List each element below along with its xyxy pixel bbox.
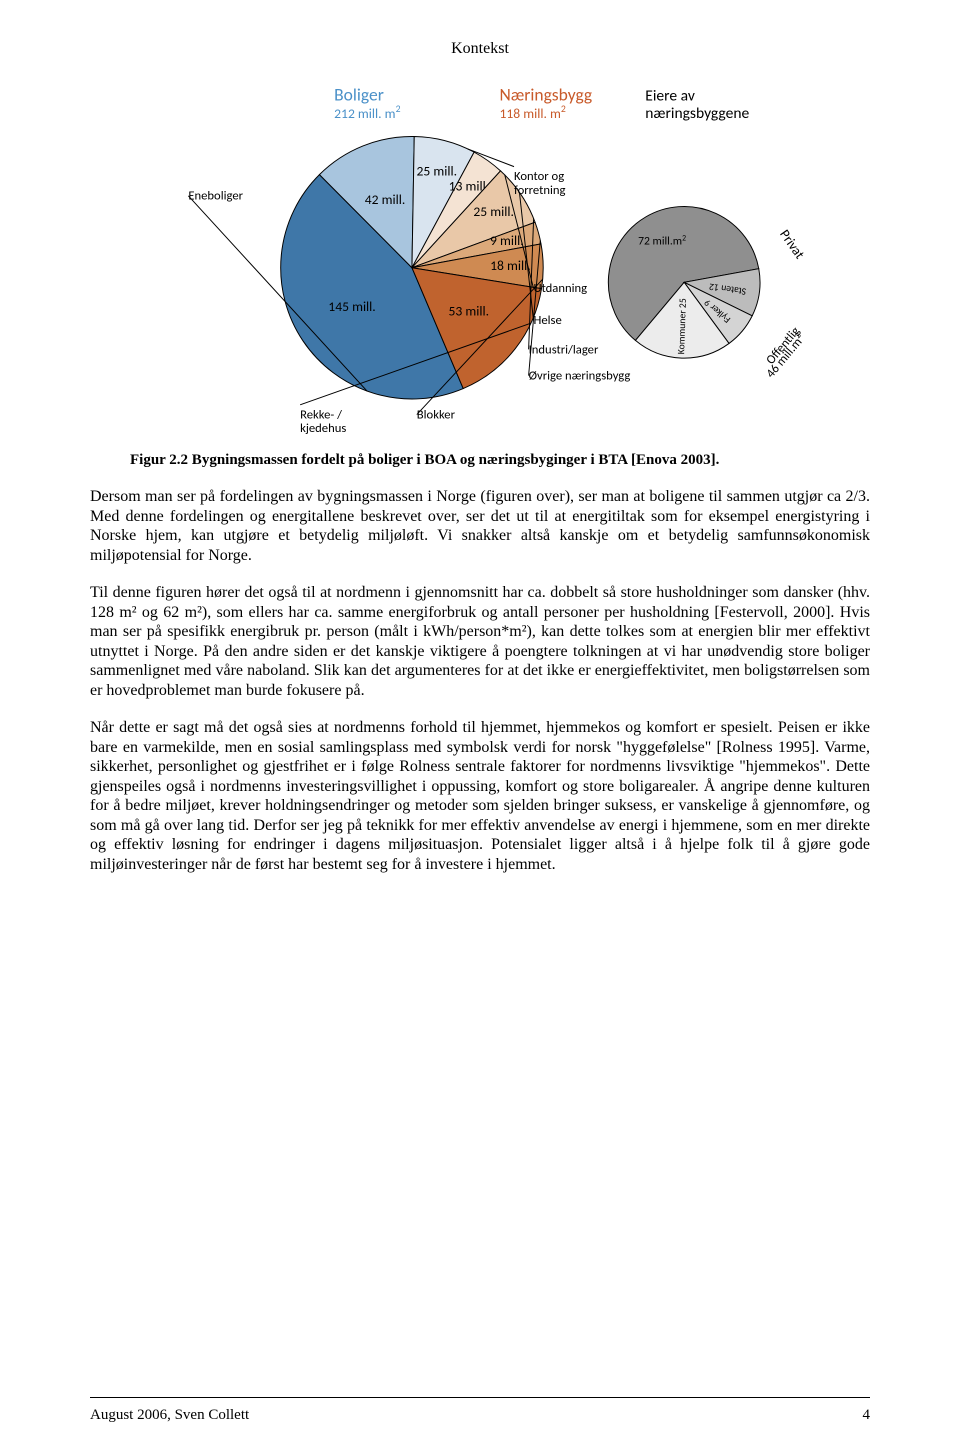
page-footer: August 2006, Sven Collett 4 (90, 1403, 870, 1424)
svg-text:53 mill.: 53 mill. (448, 303, 489, 320)
svg-text:145 mill.: 145 mill. (328, 298, 375, 315)
svg-text:Kommuner 25: Kommuner 25 (675, 298, 689, 354)
svg-text:Blokker: Blokker (417, 407, 456, 422)
svg-text:kjedehus: kjedehus (300, 421, 346, 436)
svg-text:118 mill. m2: 118 mill. m2 (499, 103, 565, 122)
svg-text:Helse: Helse (533, 313, 561, 328)
svg-text:9 mill.: 9 mill. (490, 232, 524, 249)
svg-text:Privat: Privat (776, 226, 808, 262)
paragraph-3: Når dette er sagt må det også sies at no… (90, 718, 870, 874)
footer-rule (90, 1397, 870, 1398)
svg-text:25 mill.: 25 mill. (473, 203, 514, 220)
svg-text:Utdanning: Utdanning (533, 281, 587, 296)
svg-text:Eiere av: Eiere av (645, 87, 695, 106)
svg-text:212 mill. m2: 212 mill. m2 (334, 103, 400, 122)
svg-text:Øvrige næringsbygg: Øvrige næringsbygg (529, 369, 631, 384)
paragraph-1: Dersom man ser på fordelingen av bygning… (90, 487, 870, 565)
page-number: 4 (863, 1407, 871, 1424)
svg-text:Næringsbygg: Næringsbygg (499, 84, 592, 106)
svg-text:næringsbyggene: næringsbyggene (645, 104, 749, 123)
footer-author: August 2006, Sven Collett (90, 1407, 249, 1424)
paragraph-2: Til denne figuren hører det også til at … (90, 583, 870, 700)
running-head: Kontekst (90, 40, 870, 58)
svg-text:Boliger: Boliger (334, 84, 384, 106)
figure-caption: Figur 2.2 Bygningsmassen fordelt på boli… (130, 452, 870, 469)
svg-text:18 mill.: 18 mill. (490, 257, 531, 274)
building-stock-pie-chart: Boliger212 mill. m2 Næringsbygg118 mill. … (130, 68, 830, 448)
svg-text:72 mill.m2: 72 mill.m2 (638, 234, 686, 249)
svg-text:Industri/lager: Industri/lager (529, 342, 599, 357)
page: Kontekst Boliger212 mill. m2Næringsbygg1… (0, 0, 960, 1454)
svg-text:forretning: forretning (514, 183, 565, 198)
svg-text:42 mill.: 42 mill. (365, 191, 406, 208)
figure: Boliger212 mill. m2 Næringsbygg118 mill. … (90, 68, 870, 469)
svg-text:Eneboliger: Eneboliger (188, 189, 243, 204)
